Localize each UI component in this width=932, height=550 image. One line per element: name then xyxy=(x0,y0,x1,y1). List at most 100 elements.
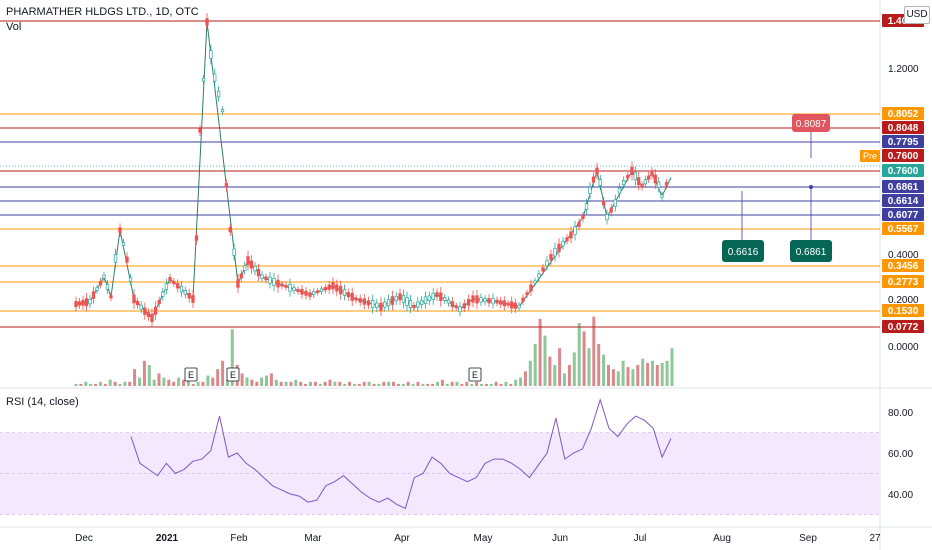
candle-body xyxy=(664,182,669,186)
volume-bar xyxy=(123,381,127,386)
candle-body xyxy=(213,73,217,82)
level-price-label: 0.8052 xyxy=(888,109,919,120)
volume-bar xyxy=(323,381,327,386)
candle-body xyxy=(537,273,541,278)
candle-body xyxy=(253,265,257,272)
candle-body xyxy=(521,297,525,302)
rsi-tick-label: 60.00 xyxy=(888,449,913,460)
candle-body xyxy=(640,184,644,188)
candle-body xyxy=(95,287,99,291)
volume-bar xyxy=(660,362,664,386)
volume-bar xyxy=(265,375,268,386)
candle-body xyxy=(135,301,140,306)
candle-body xyxy=(613,199,617,207)
volume-bar xyxy=(98,381,102,386)
volume-bar xyxy=(74,383,78,386)
level-price-label: 0.2773 xyxy=(888,277,919,288)
candle-body xyxy=(228,227,232,233)
candle-body xyxy=(232,248,236,256)
volume-bar xyxy=(626,367,630,386)
candle-body xyxy=(224,182,229,188)
volume-bar xyxy=(392,381,395,386)
candle-body xyxy=(577,222,581,227)
candle-body xyxy=(420,299,424,305)
volume-bar xyxy=(401,383,405,386)
callout-box xyxy=(790,240,832,262)
level-price-label: 0.8048 xyxy=(888,123,919,134)
volume-bar xyxy=(621,360,625,386)
candle-body xyxy=(91,291,96,299)
candle-body xyxy=(499,300,503,305)
candle-body xyxy=(529,284,533,292)
candle-body xyxy=(513,302,517,309)
volume-bar xyxy=(274,379,278,386)
earnings-marker-label: E xyxy=(230,370,236,380)
volume-bar xyxy=(646,362,650,386)
candle-body xyxy=(327,284,331,290)
volume-bar xyxy=(475,381,479,386)
volume-bar xyxy=(416,381,420,386)
candle-body xyxy=(220,109,225,112)
candle-body xyxy=(292,287,296,291)
volume-bar xyxy=(328,379,332,386)
volume-bar xyxy=(494,381,498,386)
candle-body xyxy=(435,292,439,298)
volume-bar xyxy=(450,381,454,386)
volume-bar xyxy=(196,381,200,386)
callout-box xyxy=(792,114,830,132)
volume-bar xyxy=(426,383,430,386)
volume-bar xyxy=(602,354,606,386)
candle-body xyxy=(517,304,521,309)
candle-body xyxy=(280,283,284,287)
candle-body xyxy=(475,295,479,304)
volume-bar xyxy=(509,383,513,386)
volume-bar xyxy=(670,348,674,386)
volume-bar xyxy=(118,383,122,386)
x-tick-label: Jul xyxy=(634,533,647,544)
candle-body xyxy=(584,203,589,210)
volume-bar xyxy=(103,383,107,386)
candle-body xyxy=(164,283,169,290)
candle-body xyxy=(653,174,657,184)
volume-bar xyxy=(465,381,469,386)
candle-body xyxy=(602,200,606,206)
volume-bar xyxy=(514,379,518,386)
candle-body xyxy=(609,207,613,213)
candle-body xyxy=(239,273,243,279)
level-price-box xyxy=(882,164,924,177)
candle-body xyxy=(323,287,327,291)
candle-body xyxy=(643,179,647,185)
candle-body xyxy=(637,177,641,186)
candle-body xyxy=(416,301,420,308)
volume-bar xyxy=(353,383,356,386)
volume-bar xyxy=(304,383,308,386)
candle-body xyxy=(401,294,406,304)
candle-body xyxy=(439,292,443,302)
candle-body xyxy=(605,214,609,221)
candle-body xyxy=(201,77,206,82)
candle-body xyxy=(581,215,585,219)
candle-body xyxy=(595,167,599,175)
candle-body xyxy=(458,306,462,313)
candle-body xyxy=(408,300,413,308)
volume-bar xyxy=(79,383,83,386)
volume-bar xyxy=(519,377,523,386)
candle-body xyxy=(74,301,78,308)
level-price-label: 0.0772 xyxy=(888,322,919,333)
volume-bar xyxy=(309,381,312,386)
candle-body xyxy=(366,300,371,306)
volume-bar xyxy=(367,381,371,386)
currency-button[interactable]: USD xyxy=(904,6,930,24)
candle-body xyxy=(450,301,454,308)
level-price-box xyxy=(882,107,924,120)
volume-bar xyxy=(225,379,229,386)
level-price-label: 0.6861 xyxy=(888,182,919,193)
candle-body xyxy=(146,312,151,317)
candle-body xyxy=(647,175,651,180)
volume-bar xyxy=(480,383,483,386)
x-tick-label: Feb xyxy=(230,533,248,544)
volume-bar xyxy=(230,329,234,386)
candle-body xyxy=(569,231,573,239)
candle-body xyxy=(390,296,395,305)
